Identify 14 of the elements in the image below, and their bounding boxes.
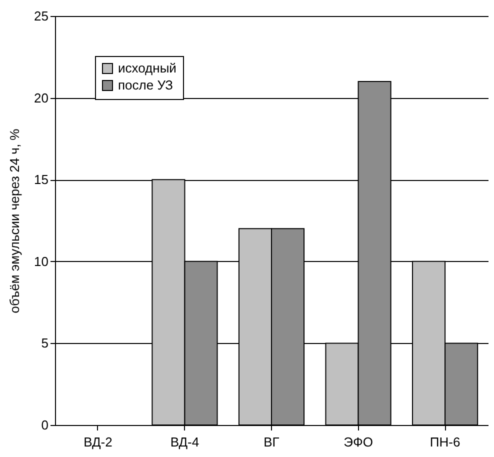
x-tick-label: ПН-6 (430, 434, 460, 450)
y-tick-label: 20 (34, 90, 48, 106)
y-tick-label: 15 (34, 172, 48, 188)
y-tick-label: 0 (41, 418, 48, 432)
x-tick-label: ВД-4 (170, 434, 200, 450)
y-tick-label: 10 (34, 254, 48, 269)
legend-label: после УЗ (118, 78, 174, 92)
x-tick-label: ЭФО (344, 434, 373, 450)
x-tick-label: ВД-2 (84, 434, 112, 450)
y-axis-title: объём эмульсии через 24 ч, % (7, 128, 22, 314)
y-tick-label: 5 (41, 336, 48, 351)
y-tick-label: 25 (34, 8, 48, 24)
x-tick-label: ВГ (264, 434, 280, 450)
legend-label: исходный (118, 60, 176, 76)
